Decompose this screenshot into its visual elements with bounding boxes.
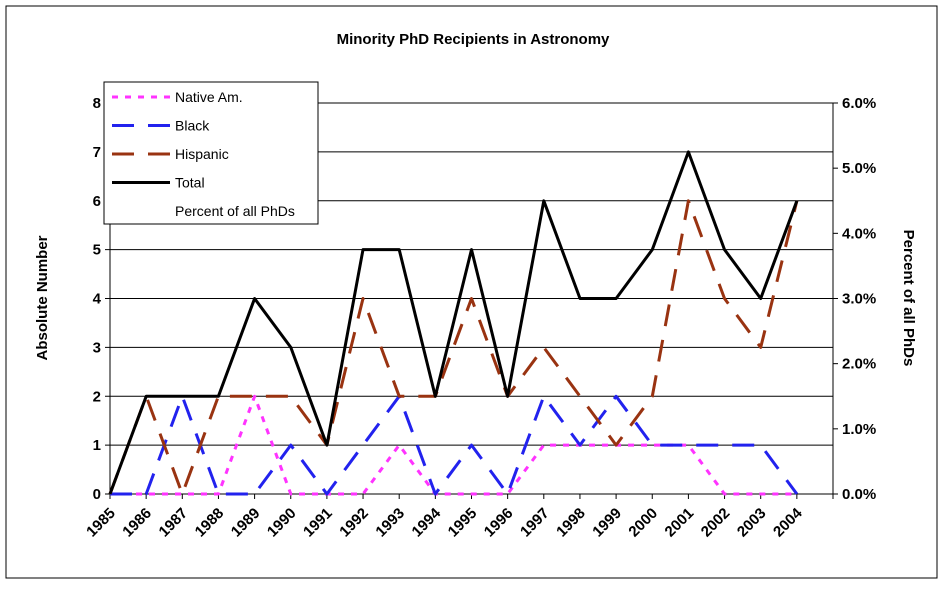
legend-label: Hispanic	[175, 146, 229, 162]
y-axis-label: Absolute Number	[34, 235, 51, 360]
y2-tick-label: 4.0%	[842, 225, 876, 242]
y2-tick-label: 3.0%	[842, 291, 876, 308]
series-line-total	[108, 150, 799, 495]
legend-label: Black	[175, 118, 210, 134]
y2-tick-label: 2.0%	[842, 356, 876, 373]
legend: Native Am. Black Hispanic Total Percent of a…	[103, 81, 319, 225]
y2-tick-label: 5.0%	[842, 160, 876, 177]
y2-axis-label: Percent of all PhDs	[900, 230, 917, 367]
series-line-black	[110, 394, 799, 496]
right-axis-ticks: 0.0% 1.0% 2.0% 3.0% 4.0% 5.0% 6.0%	[833, 95, 876, 503]
y-tick-label: 8	[93, 95, 101, 112]
legend-label: Total	[175, 175, 205, 191]
y2-tick-label: 6.0%	[842, 95, 876, 112]
y-tick-label: 2	[93, 388, 101, 405]
legend-label: Percent of all PhDs	[175, 203, 295, 219]
series-line-native-am	[110, 394, 797, 496]
y-tick-label: 5	[93, 242, 101, 259]
chart-title: Minority PhD Recipients in Astronomy	[337, 31, 610, 48]
y-tick-label: 7	[93, 144, 101, 161]
y-tick-label: 4	[93, 291, 102, 308]
y2-tick-label: 0.0%	[842, 486, 876, 503]
y-tick-label: 3	[93, 339, 101, 356]
legend-box	[103, 81, 319, 225]
y-tick-label: 0	[93, 486, 101, 503]
legend-label: Native Am.	[175, 89, 243, 105]
series-lines	[108, 150, 799, 496]
y-tick-label: 6	[93, 193, 101, 210]
y-tick-label: 1	[93, 437, 101, 454]
y2-tick-label: 1.0%	[842, 421, 876, 438]
